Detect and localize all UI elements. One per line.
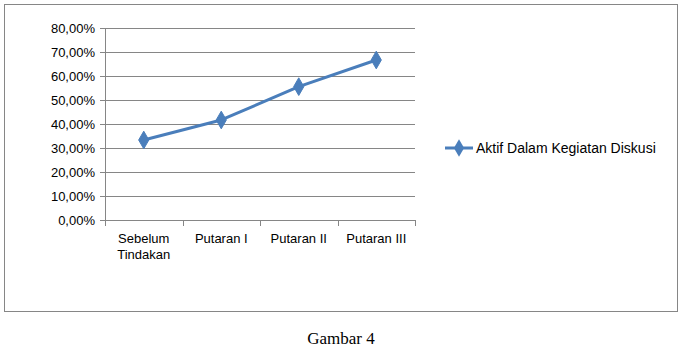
figure-caption: Gambar 4 [307, 329, 375, 348]
category-divider [415, 220, 416, 226]
y-tick-label: 60,00% [51, 69, 96, 84]
x-tick-label: Putaran I [195, 231, 248, 246]
y-tick-mark [100, 124, 105, 125]
y-tick: 40,00% [51, 117, 105, 132]
y-tick-label: 10,00% [51, 189, 96, 204]
y-tick: 60,00% [51, 69, 105, 84]
grid-line [105, 124, 415, 125]
text-line: Tindakan [117, 247, 170, 262]
y-tick-label: 40,00% [51, 117, 96, 132]
series-marker [216, 111, 226, 129]
category-divider [183, 220, 184, 226]
y-axis-line [100, 29, 106, 221]
chart-svg: 0,00% 10,00% 20,00% 30,00% 40,00% 50,00% 60,00… [0, 0, 682, 358]
y-tick-label: 0,00% [58, 213, 95, 228]
y-axis: 0,00% 10,00% 20,00% 30,00% 40,00% 50,00% 60,00… [51, 21, 106, 228]
y-tick-mark [100, 76, 105, 77]
grid-line [105, 28, 415, 29]
y-tick-mark [100, 100, 105, 101]
y-tick: 10,00% [51, 189, 105, 204]
y-tick: 20,00% [51, 165, 105, 180]
y-tick-mark [100, 52, 105, 53]
category-divider [105, 220, 106, 226]
category-divider [260, 220, 261, 226]
y-tick: 70,00% [51, 45, 105, 60]
y-tick-mark [100, 220, 105, 221]
legend-label: Aktif Dalam Kegiatan Diskusi [476, 140, 656, 156]
x-tick: SebelumTindakan [117, 220, 170, 262]
y-tick: 0,00% [58, 213, 105, 228]
grid-line [105, 172, 415, 173]
category-divider [338, 220, 339, 226]
series-marker [371, 51, 381, 69]
y-tick-mark [100, 172, 105, 173]
grid [105, 29, 415, 221]
x-axis: SebelumTindakan Putaran I Putaran II Putara… [106, 220, 416, 262]
y-tick-mark [100, 148, 105, 149]
text-line: Sebelum [118, 231, 169, 246]
y-tick-label: 50,00% [51, 93, 96, 108]
series-line [144, 60, 377, 140]
series-marker [139, 131, 149, 149]
y-tick: 50,00% [51, 93, 105, 108]
grid-line [105, 100, 415, 101]
x-tick: Putaran I [195, 220, 248, 246]
y-tick-label: 80,00% [51, 21, 96, 36]
grid-line [105, 196, 415, 197]
grid-line [105, 52, 415, 53]
x-tick-label: Putaran II [271, 231, 327, 246]
x-tick-label: SebelumTindakan [117, 231, 170, 262]
grid-line [105, 148, 415, 149]
y-tick-label: 70,00% [51, 45, 96, 60]
x-tick-label: Putaran III [346, 231, 406, 246]
text-line: Aktif Dalam Kegiatan Diskusi [476, 140, 656, 156]
y-tick-label: 30,00% [51, 141, 96, 156]
legend: Aktif Dalam Kegiatan Diskusi [445, 139, 656, 157]
x-tick: Putaran II [271, 220, 327, 246]
x-tick: Putaran III [346, 220, 406, 246]
legend-item: Aktif Dalam Kegiatan Diskusi [445, 139, 656, 157]
series-marker [294, 78, 304, 96]
y-tick-mark [100, 28, 105, 29]
grid-line [105, 76, 415, 77]
y-tick-mark [100, 196, 105, 197]
chart-frame [5, 5, 678, 312]
text-line: Putaran I [195, 231, 248, 246]
y-tick-label: 20,00% [51, 165, 96, 180]
plot-marks [139, 51, 382, 149]
text-line: Putaran II [271, 231, 327, 246]
y-tick: 30,00% [51, 141, 105, 156]
category-dividers [106, 220, 416, 226]
y-tick: 80,00% [51, 21, 105, 36]
text-line: Putaran III [346, 231, 406, 246]
legend-swatch-marker [454, 139, 464, 157]
